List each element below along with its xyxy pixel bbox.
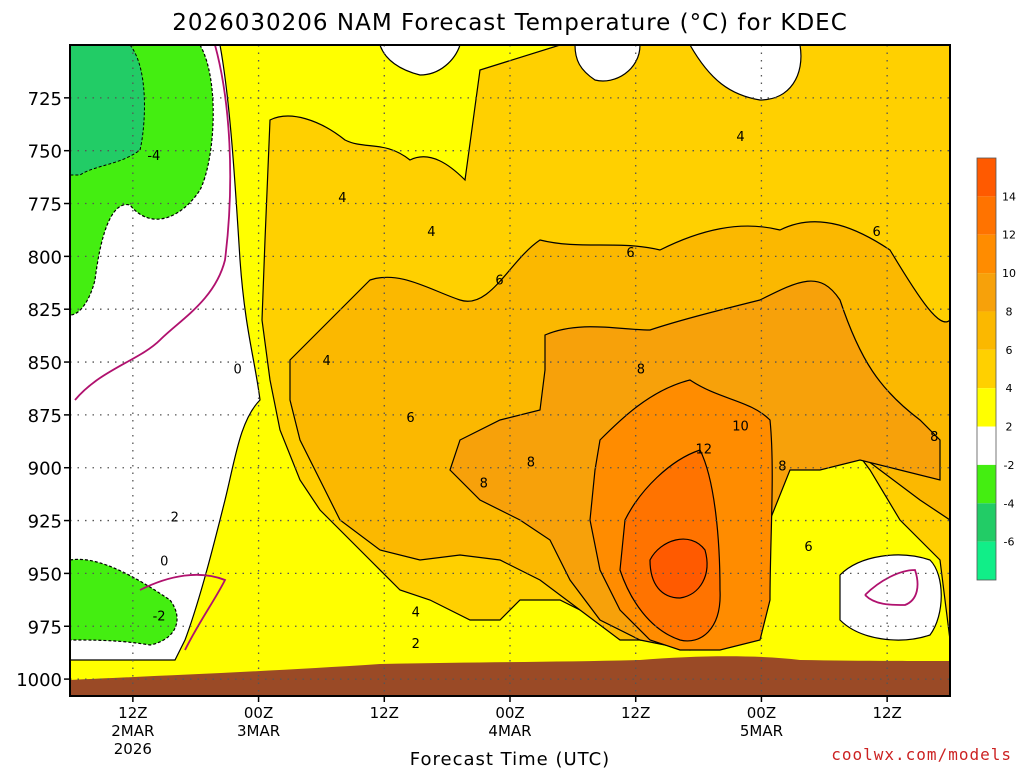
right-white-pocket (839, 554, 942, 641)
chart-title: 2026030206 NAM Forecast Temperature (°C)… (172, 10, 848, 36)
contour-label: 8 (930, 430, 938, 445)
y-tick-label: 850 (28, 353, 62, 374)
y-tick-label: 825 (28, 300, 62, 321)
x-tick-label: 12Z (118, 704, 147, 722)
y-tick-label: 775 (28, 195, 62, 216)
x-tick-label: 12Z (872, 704, 901, 722)
top-white-pocket-3 (379, 45, 461, 76)
contour-label: 8 (778, 460, 786, 475)
colorbar-label: 2 (1006, 421, 1013, 434)
y-tick-label: 800 (28, 247, 62, 268)
temp-14-16-region (649, 538, 708, 599)
contour-label: 0 (160, 555, 168, 570)
credit-text: coolwx.com/models (831, 745, 1012, 764)
y-tick-label: 725 (28, 89, 62, 110)
x-tick-label: 4MAR (488, 722, 531, 740)
y-tick-label: 875 (28, 406, 62, 427)
colorbar-label: -6 (1004, 536, 1015, 549)
x-tick-label: 2MAR (111, 722, 154, 740)
contour-label: 4 (736, 130, 744, 145)
top-white-pocket-1 (574, 45, 641, 82)
top-white-pocket-2 (689, 45, 802, 101)
x-axis-label: Forecast Time (UTC) (410, 749, 610, 768)
contour-label: 8 (480, 477, 488, 492)
colorbar-label: 4 (1006, 382, 1013, 395)
contour-label: 0 (233, 362, 241, 377)
y-axis: 725 750 775 800 825 850 875 900 925 950 975 1000 (16, 89, 70, 691)
contour-label: 6 (626, 246, 634, 261)
colorbar-swatch (977, 349, 996, 389)
temp-neg4-neg2-region-bottom (70, 558, 178, 646)
colorbar-label: 8 (1006, 305, 1013, 318)
contour-label: 6 (495, 274, 503, 289)
colorbar: 14 12 10 8 6 4 2 -2 -4 -6 (976, 157, 1016, 581)
colorbar-label: -4 (1004, 497, 1015, 510)
contour-label: 10 (732, 419, 749, 434)
y-tick-label: 950 (28, 564, 62, 585)
colorbar-swatch (977, 273, 996, 312)
colorbar-label: 6 (1006, 344, 1013, 357)
x-tick-label: 00Z (244, 704, 273, 722)
x-tick-label: 00Z (495, 704, 524, 722)
contour-label: 4 (323, 354, 331, 369)
x-tick-label: 00Z (747, 704, 776, 722)
contour-label: 12 (696, 443, 713, 458)
colorbar-swatch (977, 158, 996, 197)
colorbar-swatch (977, 464, 996, 504)
colorbar-label: 10 (1002, 267, 1016, 280)
colorbar-swatch (977, 541, 996, 580)
contour-label: 8 (637, 362, 645, 377)
y-tick-label: 975 (28, 617, 62, 638)
contour-label: 8 (527, 455, 535, 470)
colorbar-label: 14 (1002, 190, 1016, 203)
contour-label: 2 (171, 510, 179, 525)
y-tick-label: 750 (28, 142, 62, 163)
contour-label: -2 (153, 610, 166, 625)
x-tick-label: 12Z (370, 704, 399, 722)
contour-label: 6 (804, 540, 812, 555)
contour-label: 2 (412, 637, 420, 652)
colorbar-label: -2 (1004, 459, 1015, 472)
x-tick-label: 3MAR (237, 722, 280, 740)
contour-labels: -4 0 0 2 -2 4 4 4 6 6 6 6 4 8 8 8 10 12 8 6 8 4 2 (147, 130, 938, 652)
colorbar-label: 12 (1002, 229, 1016, 242)
temp-neg6-neg4-region-top (70, 45, 145, 176)
zero-contour-right (864, 569, 919, 606)
y-tick-label: 900 (28, 459, 62, 480)
contour-label: 6 (873, 225, 881, 240)
y-tick-label: 925 (28, 512, 62, 533)
colorbar-swatch (977, 388, 996, 427)
contour-label: -4 (147, 149, 160, 164)
zero-contour-bottom (139, 573, 227, 651)
x-tick-label: 5MAR (740, 722, 783, 740)
colorbar-swatch (977, 311, 996, 350)
x-tick-label: 12Z (621, 704, 650, 722)
y-tick-label: 1000 (16, 670, 62, 691)
zero-contour-left (74, 45, 232, 401)
contour-label: 4 (412, 605, 420, 620)
colorbar-frame (976, 157, 997, 581)
colorbar-swatch (977, 503, 996, 542)
x-tick-label: 2026 (114, 740, 152, 758)
temperature-field (70, 45, 950, 696)
colorbar-swatch (977, 234, 996, 274)
colorbar-swatch (977, 426, 996, 465)
contour-label: 4 (427, 225, 435, 240)
contour-label: 6 (406, 411, 414, 426)
contour-label: 4 (338, 191, 346, 206)
colorbar-swatch (977, 196, 996, 235)
